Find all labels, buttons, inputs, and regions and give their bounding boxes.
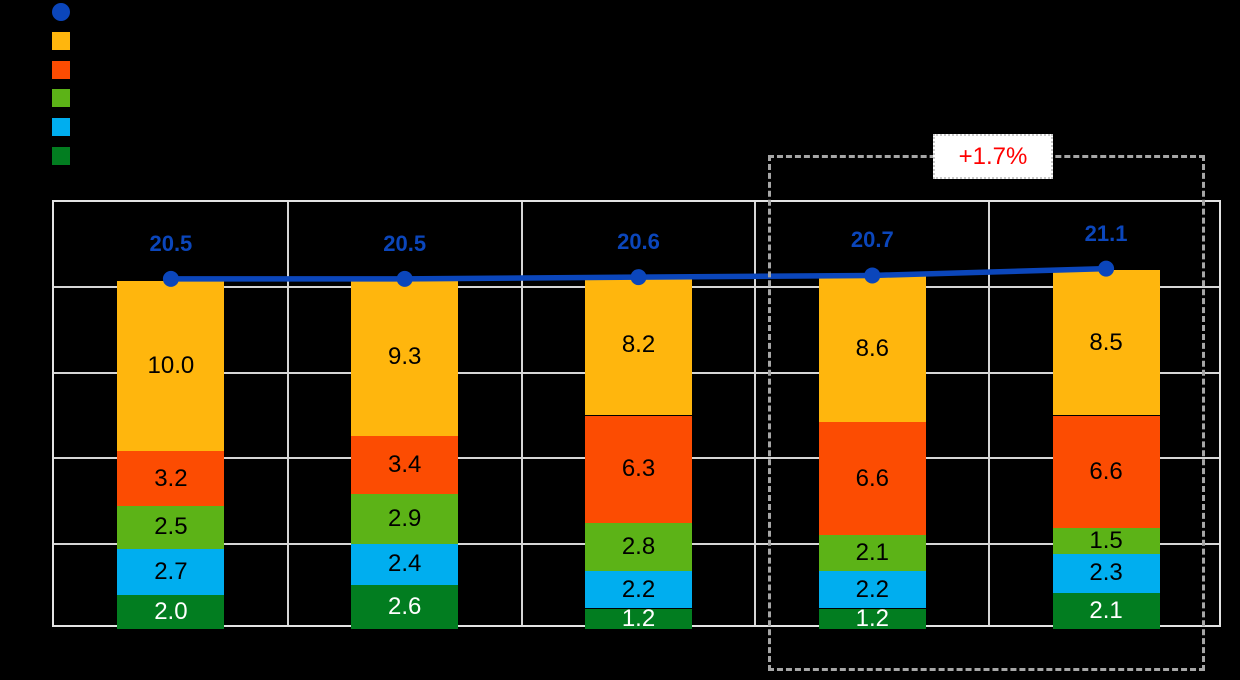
segment-value-label: 2.2 <box>621 575 656 603</box>
gridline-vertical <box>520 202 523 625</box>
segment-value-label: 2.4 <box>388 550 422 578</box>
gridline-vertical <box>988 202 991 625</box>
gridline-vertical <box>754 202 757 625</box>
line-marker <box>162 270 179 287</box>
segment-value-label: 8.2 <box>621 331 656 359</box>
growth-badge-label: +1.7% <box>958 142 1028 170</box>
segment-value-label: 2.8 <box>621 533 656 560</box>
segment-value-label: 3.2 <box>154 464 188 492</box>
bar1-lightblue-segment: 2.7 <box>117 548 225 595</box>
bar5-lightblue-segment: 2.3 <box>1052 553 1160 594</box>
segment-value-label: 6.6 <box>855 464 889 492</box>
segment-value-label: 6.3 <box>621 455 656 483</box>
legend-yellow-swatch <box>52 31 70 50</box>
segment-value-label: 2.5 <box>154 513 188 541</box>
segment-value-label: 2.0 <box>154 597 188 625</box>
bar4-orange-segment: 6.6 <box>818 422 926 536</box>
bar2-lightblue-segment: 2.4 <box>351 543 459 585</box>
bar3-orange-segment: 6.3 <box>585 415 692 524</box>
legend-line-marker <box>52 3 70 21</box>
line-marker <box>630 269 647 286</box>
gridline-vertical <box>286 202 289 625</box>
bar2-darkgreen-segment: 2.6 <box>351 584 459 629</box>
total-line <box>162 260 1115 287</box>
legend-orange-swatch <box>52 60 70 79</box>
line-marker <box>1098 260 1115 277</box>
segment-value-label: 2.9 <box>388 504 422 532</box>
bar2-orange-segment: 3.4 <box>351 435 459 495</box>
legend-darkgreen-swatch <box>52 147 70 165</box>
segment-value-label: 9.3 <box>388 342 422 370</box>
segment-value-label: 1.2 <box>621 604 656 632</box>
bar1-orange-segment: 3.2 <box>117 451 225 506</box>
bar2-green-segment: 2.9 <box>351 494 459 544</box>
segment-value-label: 3.4 <box>388 451 422 479</box>
bar5-orange-segment: 6.6 <box>1052 415 1160 529</box>
plot-area: 2.0 2.7 2.5 3.2 10.0 2.6 2.4 2.9 3.4 9.3 1.2 2.2 2.8… <box>52 200 1221 632</box>
bar3-darkgreen-segment: 1.2 <box>585 604 692 632</box>
line-value-label: 20.5 <box>383 230 427 256</box>
line-value-label: 20.6 <box>617 229 660 255</box>
segment-value-label: 2.3 <box>1089 559 1123 587</box>
bar5-yellow-segment: 8.5 <box>1052 270 1160 416</box>
segment-value-label: 2.7 <box>154 557 188 585</box>
bar1-green-segment: 2.5 <box>117 506 225 549</box>
bar2-yellow-segment: 9.3 <box>351 277 459 436</box>
bar5-green-segment: 1.5 <box>1052 527 1160 555</box>
segment-value-label: 6.6 <box>1089 457 1123 485</box>
bar4-green-segment: 2.1 <box>818 535 926 571</box>
legend-lightblue-swatch <box>52 118 70 137</box>
segment-value-label: 1.2 <box>855 604 889 632</box>
bar4-darkgreen-segment: 1.2 <box>818 604 926 632</box>
segment-value-label: 8.5 <box>1089 328 1123 356</box>
bar4-yellow-segment: 8.6 <box>818 275 926 423</box>
line-value-label: 20.5 <box>149 230 193 256</box>
line-marker <box>864 267 881 284</box>
segment-value-label: 8.6 <box>855 334 889 362</box>
legend-green-swatch <box>52 89 70 108</box>
line-marker <box>396 270 413 287</box>
line-value-label: 20.7 <box>850 227 894 253</box>
highlight-dashed-box <box>768 155 1205 671</box>
bar1-yellow-segment: 10.0 <box>117 280 225 452</box>
bar5-darkgreen-segment: 2.1 <box>1052 593 1160 629</box>
bar3-yellow-segment: 8.2 <box>585 275 692 416</box>
bar4-lightblue-segment: 2.2 <box>818 570 926 609</box>
segment-value-label: 2.2 <box>855 575 889 603</box>
segment-value-label: 2.1 <box>1089 597 1123 625</box>
segment-value-label: 2.6 <box>388 592 422 620</box>
segment-value-label: 1.5 <box>1089 527 1123 555</box>
segment-value-label: 2.1 <box>855 538 889 566</box>
bar1-darkgreen-segment: 2.0 <box>117 594 225 629</box>
line-value-label: 21.1 <box>1084 220 1128 246</box>
segment-value-label: 10.0 <box>147 351 195 379</box>
growth-badge: +1.7% <box>933 134 1053 179</box>
bar3-green-segment: 2.8 <box>585 523 692 571</box>
bar3-lightblue-segment: 2.2 <box>585 570 692 609</box>
